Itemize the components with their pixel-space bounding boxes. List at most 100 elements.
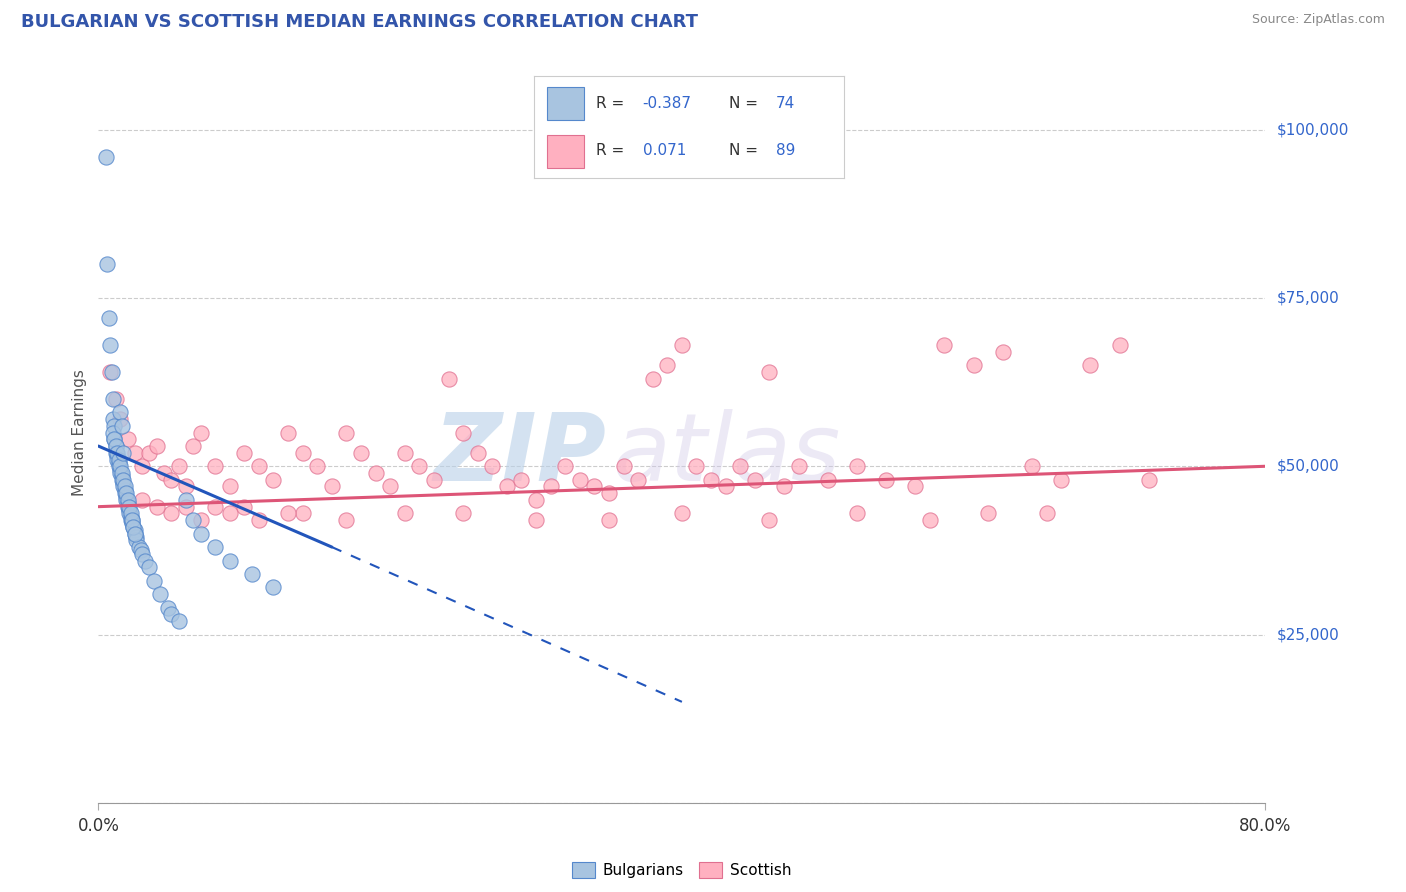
Point xyxy=(110,405,132,419)
Point xyxy=(613,459,636,474)
Point xyxy=(277,425,299,440)
Text: $75,000: $75,000 xyxy=(1277,291,1340,305)
Point xyxy=(101,412,124,426)
Text: 74: 74 xyxy=(776,96,794,111)
Point xyxy=(98,365,121,379)
Point xyxy=(160,607,183,622)
Point xyxy=(112,473,135,487)
Point xyxy=(117,492,139,507)
Point xyxy=(730,459,752,474)
Point xyxy=(598,486,620,500)
Point xyxy=(714,479,737,493)
Point xyxy=(118,500,141,514)
Bar xyxy=(547,87,583,120)
Point xyxy=(408,459,430,474)
Point xyxy=(111,469,134,483)
Text: R =: R = xyxy=(596,96,630,111)
Point xyxy=(510,473,533,487)
Point xyxy=(160,507,183,521)
Point xyxy=(174,479,197,493)
Point xyxy=(114,483,136,497)
Point xyxy=(112,479,135,493)
Point xyxy=(125,533,148,548)
Point xyxy=(583,479,606,493)
Text: $25,000: $25,000 xyxy=(1277,627,1340,642)
Text: R =: R = xyxy=(596,144,630,158)
Point xyxy=(233,446,256,460)
Point xyxy=(496,479,519,493)
Text: BULGARIAN VS SCOTTISH MEDIAN EARNINGS CORRELATION CHART: BULGARIAN VS SCOTTISH MEDIAN EARNINGS CO… xyxy=(21,13,699,31)
Point xyxy=(105,452,128,467)
Point xyxy=(129,543,152,558)
Point xyxy=(291,446,314,460)
Point xyxy=(335,425,357,440)
Point xyxy=(190,513,212,527)
Point xyxy=(1050,473,1073,487)
Point xyxy=(904,479,927,493)
Point xyxy=(157,600,180,615)
Point xyxy=(125,530,148,544)
Point xyxy=(787,459,810,474)
Point xyxy=(335,513,357,527)
Point xyxy=(554,459,576,474)
Point xyxy=(540,479,562,493)
Point xyxy=(146,500,169,514)
Point xyxy=(110,466,132,480)
Point xyxy=(115,490,138,504)
Point xyxy=(131,547,153,561)
Point xyxy=(124,526,146,541)
Y-axis label: Median Earnings: Median Earnings xyxy=(72,369,87,496)
Point xyxy=(685,459,707,474)
Point xyxy=(115,492,138,507)
Text: $100,000: $100,000 xyxy=(1277,122,1348,137)
Point xyxy=(263,581,285,595)
Point xyxy=(700,473,723,487)
Point xyxy=(218,479,240,493)
Point xyxy=(247,513,270,527)
Point xyxy=(160,473,183,487)
Point xyxy=(117,496,139,510)
Point xyxy=(131,492,153,507)
Point xyxy=(138,446,160,460)
Point xyxy=(1080,359,1102,373)
Point xyxy=(934,338,956,352)
Point xyxy=(112,476,135,491)
Point xyxy=(124,523,146,537)
Point xyxy=(115,486,138,500)
Point xyxy=(247,459,270,474)
Point xyxy=(174,492,197,507)
Point xyxy=(122,520,145,534)
Point xyxy=(394,446,416,460)
Point xyxy=(233,500,256,514)
Point xyxy=(671,507,693,521)
Point xyxy=(100,365,122,379)
Point xyxy=(98,338,121,352)
Point xyxy=(758,513,780,527)
Point xyxy=(174,500,197,514)
Point xyxy=(291,507,314,521)
Point xyxy=(110,462,132,476)
Point xyxy=(149,587,172,601)
Point xyxy=(380,479,402,493)
Point xyxy=(121,513,143,527)
Point xyxy=(568,473,591,487)
Point xyxy=(451,507,474,521)
Point xyxy=(364,466,387,480)
Point xyxy=(350,446,373,460)
Point xyxy=(481,459,503,474)
Point xyxy=(167,459,190,474)
Point xyxy=(240,566,263,581)
Point xyxy=(124,446,146,460)
Point xyxy=(138,560,160,574)
Point xyxy=(103,433,125,447)
Legend: Bulgarians, Scottish: Bulgarians, Scottish xyxy=(567,855,797,884)
Point xyxy=(111,473,134,487)
Point xyxy=(671,338,693,352)
Point xyxy=(121,516,143,531)
Text: -0.387: -0.387 xyxy=(643,96,692,111)
Point xyxy=(277,507,299,521)
Point xyxy=(122,520,145,534)
Text: atlas: atlas xyxy=(612,409,841,500)
Point xyxy=(627,473,650,487)
Point xyxy=(437,372,460,386)
